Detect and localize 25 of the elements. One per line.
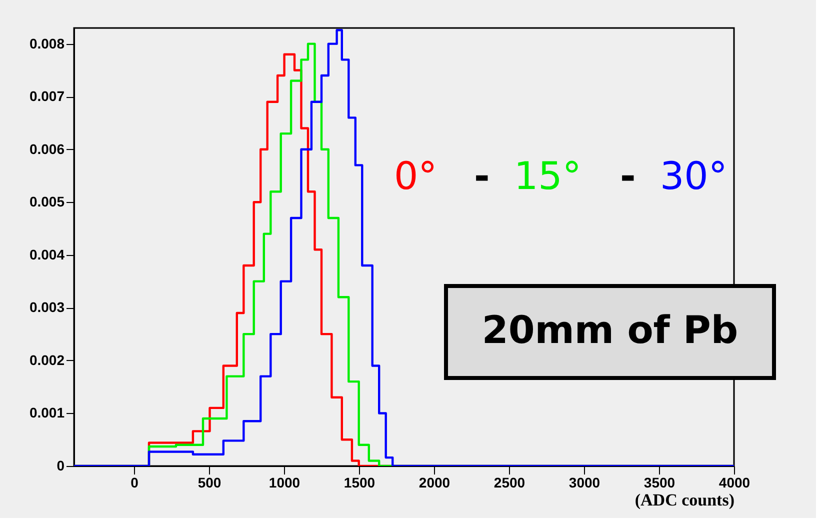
y-tick-label: 0.001 xyxy=(29,404,65,421)
x-tick-label: 3500 xyxy=(644,474,676,490)
annotation: 20mm of Pb xyxy=(482,308,738,352)
x-tick-label: 2500 xyxy=(494,474,526,490)
x-tick-label: 1000 xyxy=(268,474,300,490)
y-tick-label: 0.002 xyxy=(29,352,65,368)
x-tick-label: 4000 xyxy=(718,474,750,490)
text: 30° xyxy=(660,154,728,198)
y-tick-label: 0.005 xyxy=(29,194,65,210)
y-tick-label: 0.006 xyxy=(29,140,65,157)
y-tick-label: 0.004 xyxy=(29,246,65,262)
text: 0° xyxy=(394,154,438,198)
y-tick-label: 0.008 xyxy=(29,35,65,52)
x-tick-label: 3000 xyxy=(568,474,600,490)
y-tick-label: 0.003 xyxy=(29,299,65,316)
y-tick-label: 0 xyxy=(56,458,65,474)
y-tick-label: 0.007 xyxy=(29,88,65,104)
x-axis-title: (ADC counts) xyxy=(634,490,734,510)
x-tick-label: 2000 xyxy=(418,474,450,490)
text: 15° xyxy=(514,154,582,198)
annotation: - xyxy=(474,154,490,198)
x-tick-label: 1500 xyxy=(344,474,376,490)
x-tick-label: 0 xyxy=(130,474,139,490)
annotation: - xyxy=(620,154,636,198)
x-tick-label: 500 xyxy=(198,474,222,490)
